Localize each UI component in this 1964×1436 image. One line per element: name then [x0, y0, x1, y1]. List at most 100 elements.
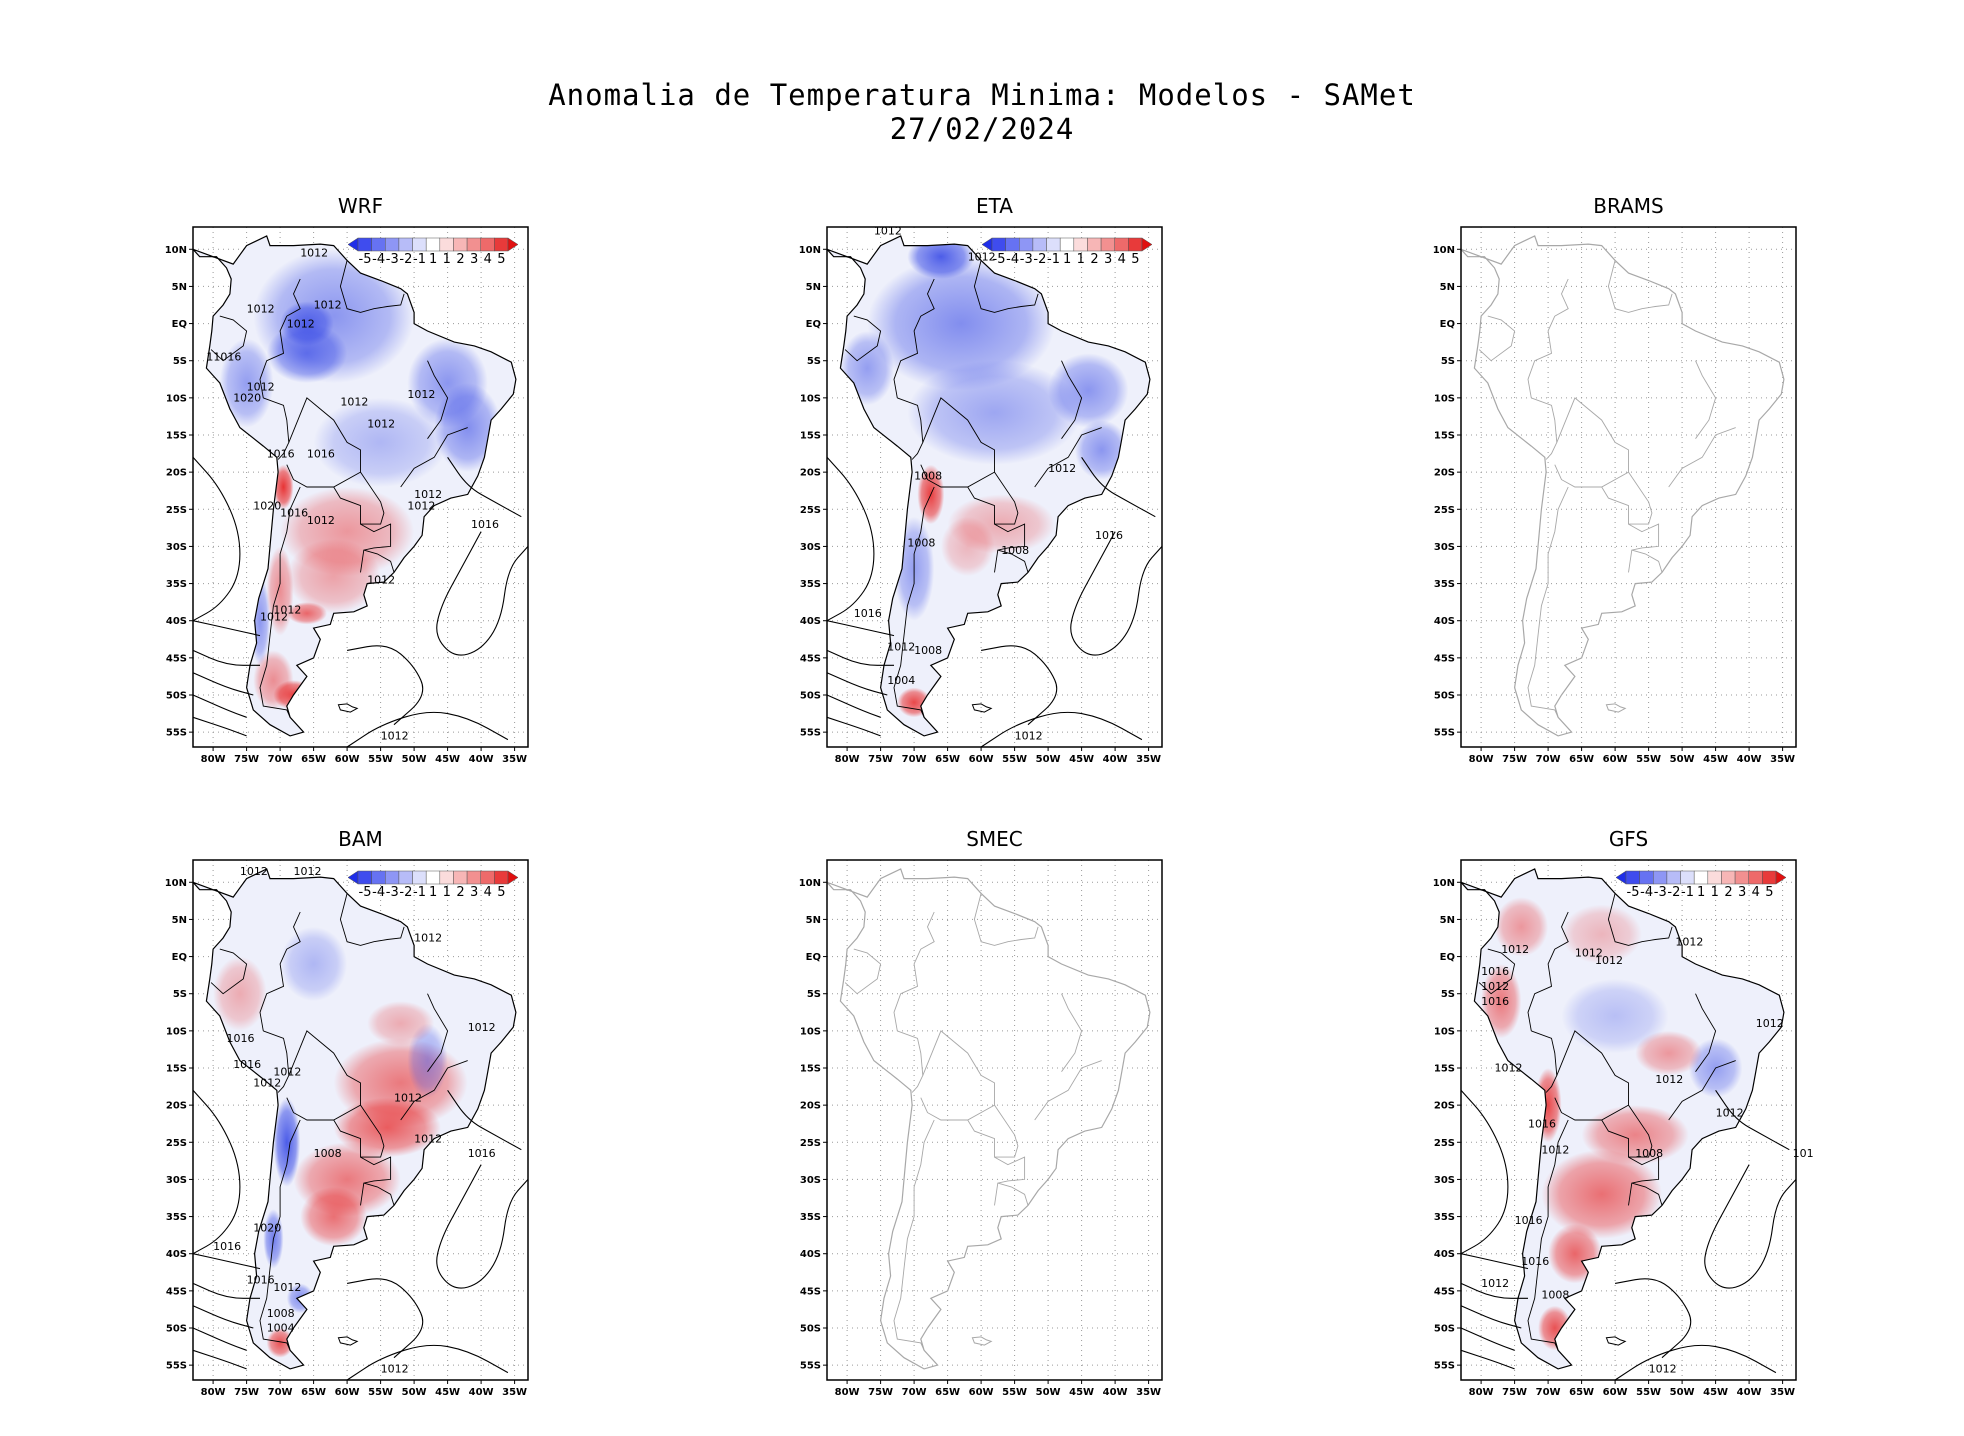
lat-tick-label: 30S [166, 1175, 187, 1186]
lat-tick-label: 30S [800, 542, 821, 553]
isobar-lines [192, 1089, 529, 1381]
country-border [997, 1182, 1029, 1206]
lon-tick-label: 65W [301, 1387, 326, 1398]
lat-tick-label: 40S [800, 1249, 821, 1260]
country-border [263, 1030, 290, 1093]
country-border [1034, 1060, 1102, 1121]
colorbar-label: 2 [456, 252, 464, 267]
colorbar-swatch [453, 870, 468, 885]
lat-tick-label: 25S [166, 1138, 187, 1149]
colorbar-label: 5 [497, 885, 505, 900]
country-border [333, 471, 385, 525]
isobar-lines [192, 456, 529, 748]
lon-tick-label: 55W [368, 1387, 393, 1398]
lat-tick-label: 55S [1434, 728, 1455, 739]
colorbar-swatch [371, 870, 386, 885]
lat-tick-label: 30S [1434, 542, 1455, 553]
colorbar-swatch [1100, 237, 1115, 252]
lon-tick-label: 60W [969, 1387, 994, 1398]
lat-tick-label: EQ [172, 952, 187, 963]
country-border [893, 1119, 935, 1351]
lon-tick-label: 35W [1136, 754, 1161, 765]
colorbar-swatch [1734, 870, 1749, 885]
isobar-label: 1016 [233, 1058, 261, 1071]
country-border [994, 523, 1026, 573]
isobar-label: 1012 [407, 499, 435, 512]
falkland-islands [337, 1336, 359, 1346]
lat-tick-label: EQ [806, 319, 821, 330]
anomaly-warm-region [1548, 1224, 1602, 1284]
isobar-label: 1012 [394, 1091, 422, 1104]
anomaly-warm-region [1635, 1030, 1703, 1076]
colorbar-label: -5 [359, 885, 372, 900]
lon-tick-label: 50W [402, 754, 427, 765]
country-border [210, 948, 248, 995]
lat-tick-label: 25S [1434, 505, 1455, 516]
lat-tick-label: 10S [166, 393, 187, 404]
isobar-label: 1012 [367, 574, 395, 587]
grid-lines [1461, 227, 1796, 747]
lon-tick-label: 70W [1536, 1387, 1561, 1398]
colorbar-label: -3 [386, 252, 399, 267]
lon-tick-label: 60W [1603, 754, 1628, 765]
coastline [1460, 868, 1785, 1370]
lat-tick-label: 5S [1441, 989, 1455, 1000]
lat-tick-label: 40S [1434, 1249, 1455, 1260]
lat-tick-label: 15S [1434, 431, 1455, 442]
lat-tick-label: 20S [800, 1101, 821, 1112]
lat-tick-label: 15S [800, 431, 821, 442]
country-border [339, 893, 405, 946]
lon-tick-label: 65W [1569, 1387, 1594, 1398]
map-panel-gfs: 1012 101210121012101610121016101210121012… [1433, 859, 1814, 1398]
coastline [1460, 235, 1785, 737]
country-border [259, 1119, 301, 1351]
lat-tick-label: 10N [165, 245, 187, 256]
colorbar-swatch [357, 237, 372, 252]
country-border [360, 523, 392, 573]
lon-tick-label: 60W [1603, 1387, 1628, 1398]
panel-title-bam: BAM [338, 827, 383, 851]
isobar-label: 1012 [407, 388, 435, 401]
colorbar-swatch [466, 237, 481, 252]
colorbar-swatch [398, 870, 413, 885]
anomaly-warm-region [1534, 1068, 1562, 1143]
lat-tick-label: 15S [166, 1064, 187, 1075]
lat-tick-label: 10N [1433, 878, 1455, 889]
isobar-label: 1012 [1675, 935, 1703, 948]
colorbar-swatch [1721, 870, 1736, 885]
country-border [400, 1060, 468, 1121]
isobar-label: 1012 [314, 299, 342, 312]
country-border [1607, 260, 1673, 313]
anomaly-cold-region [313, 397, 448, 487]
lat-tick-label: EQ [172, 319, 187, 330]
figure-title: Anomalia de Temperatura Minima: Modelos … [548, 78, 1416, 112]
isobar-label: 1016 [854, 607, 882, 620]
lon-tick-label: 45W [1069, 1387, 1094, 1398]
colorbar-label: -3 [1020, 252, 1033, 267]
lon-tick-label: 75W [868, 754, 893, 765]
isobar-label: 1012 [381, 730, 409, 743]
country-border [259, 486, 301, 718]
isobar-label: 1016 [471, 518, 499, 531]
colorbar-swatch [494, 237, 509, 252]
lon-tick-label: 70W [902, 1387, 927, 1398]
isobar-label: 1012 [300, 247, 328, 260]
lat-tick-label: 10N [1433, 245, 1455, 256]
country-border [994, 1156, 1026, 1206]
colorbar-swatch [1032, 237, 1047, 252]
colorbar-label: 1 [429, 252, 437, 267]
lon-tick-label: 35W [1770, 754, 1795, 765]
colorbar-label: -2 [1033, 252, 1046, 267]
colorbar-label: 1 [1711, 885, 1719, 900]
isobar-label: 1008 [907, 536, 935, 549]
isobar-label: 1008 [314, 1147, 342, 1160]
isobar-label: 1012 [247, 380, 275, 393]
lon-tick-label: 70W [902, 754, 927, 765]
colorbar-swatch [1680, 870, 1695, 885]
isobar-label: 1012 [1655, 1073, 1683, 1086]
lat-tick-label: 35S [166, 579, 187, 590]
lon-tick-label: 35W [1770, 1387, 1795, 1398]
lon-tick-label: 80W [201, 754, 226, 765]
colorbar-label: 1 [443, 885, 451, 900]
falkland-islands [1605, 1336, 1627, 1346]
